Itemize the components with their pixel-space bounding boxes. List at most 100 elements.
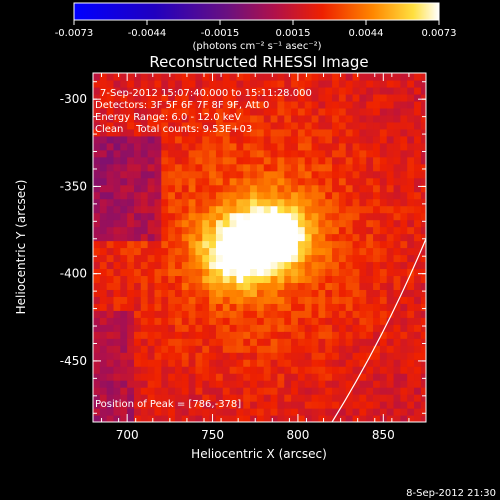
colorbar-tick-label: 0.0015 <box>276 28 311 39</box>
heatmap-cell <box>311 156 320 165</box>
heatmap-cell <box>338 282 347 290</box>
heatmap-cell <box>181 121 190 130</box>
heatmap-cell <box>277 107 285 116</box>
heatmap-cell <box>270 240 279 249</box>
heatmap-cell <box>393 387 401 395</box>
heatmap-cell <box>277 177 285 186</box>
heatmap-cell <box>236 394 244 402</box>
heatmap-cell <box>277 261 285 270</box>
heatmap-cell <box>407 135 415 144</box>
heatmap-cell <box>174 198 183 207</box>
heatmap-cell <box>120 373 128 381</box>
heatmap-cell <box>229 114 238 123</box>
heatmap-cell <box>359 282 367 290</box>
heatmap-cell <box>181 415 190 422</box>
heatmap-cell <box>345 373 354 381</box>
heatmap-cell <box>332 184 340 193</box>
heatmap-cell <box>154 387 162 395</box>
heatmap-cell <box>277 401 285 409</box>
heatmap-cell <box>263 408 272 416</box>
heatmap-cell <box>222 156 231 165</box>
heatmap-cell <box>120 415 128 422</box>
heatmap-cell <box>256 170 265 179</box>
heatmap-cell <box>93 254 101 263</box>
heatmap-cell <box>414 149 422 158</box>
heatmap-cell <box>106 156 115 165</box>
heatmap-cell <box>325 156 333 165</box>
heatmap-cell <box>202 387 210 395</box>
heatmap-cell <box>195 394 203 402</box>
heatmap-cell <box>345 191 354 200</box>
heatmap-cell <box>209 380 217 388</box>
heatmap-cell <box>236 226 244 235</box>
heatmap-cell <box>297 408 306 416</box>
heatmap-cell <box>366 261 374 270</box>
heatmap-cell <box>263 128 272 137</box>
heatmap-cell <box>338 261 347 270</box>
heatmap-cell <box>407 247 415 256</box>
heatmap-cell <box>332 79 340 88</box>
heatmap-cell <box>174 254 183 263</box>
heatmap-cell <box>359 191 367 200</box>
heatmap-cell <box>168 177 176 186</box>
heatmap-cell <box>147 408 156 416</box>
heatmap-cell <box>366 289 374 297</box>
heatmap-cell <box>345 212 354 221</box>
heatmap-cell <box>188 331 197 339</box>
heatmap-cell <box>99 198 108 207</box>
heatmap-cell <box>420 394 426 402</box>
heatmap-cell <box>154 198 162 207</box>
heatmap-cell <box>99 373 108 381</box>
heatmap-cell <box>140 79 149 88</box>
heatmap-cell <box>147 198 156 207</box>
heatmap-cell <box>120 121 128 130</box>
heatmap-cell <box>297 107 306 116</box>
heatmap-cell <box>304 345 313 353</box>
heatmap-cell <box>236 247 244 256</box>
heatmap-cell <box>168 324 176 332</box>
heatmap-cell <box>311 114 320 123</box>
heatmap-cell <box>400 401 408 409</box>
heatmap-cell <box>291 93 299 102</box>
heatmap-cell <box>256 191 265 200</box>
heatmap-cell <box>174 338 183 346</box>
heatmap-cell <box>99 149 108 158</box>
heatmap-cell <box>373 142 381 151</box>
heatmap-cell <box>297 247 306 256</box>
heatmap-cell <box>209 191 217 200</box>
heatmap-cell <box>229 408 238 416</box>
annotation-clean: Clean Total counts: 9.53E+03 <box>95 124 252 135</box>
heatmap-cell <box>93 86 101 95</box>
heatmap-cell <box>106 387 115 395</box>
heatmap-cell <box>366 107 374 116</box>
heatmap-cell <box>386 310 395 318</box>
heatmap-cell <box>393 79 401 88</box>
heatmap-cell <box>250 373 258 381</box>
heatmap-cell <box>222 121 231 130</box>
heatmap-cell <box>243 156 251 165</box>
heatmap-cell <box>325 387 333 395</box>
heatmap-cell <box>133 317 142 325</box>
heatmap-cell <box>256 331 265 339</box>
heatmap-cell <box>414 226 422 235</box>
heatmap-cell <box>154 142 162 151</box>
heatmap-cell <box>379 121 388 130</box>
heatmap-cell <box>379 219 388 228</box>
heatmap-cell <box>393 401 401 409</box>
heatmap-cell <box>222 261 231 270</box>
heatmap-cell <box>195 296 203 304</box>
heatmap-cell <box>195 205 203 214</box>
heatmap-cell <box>379 373 388 381</box>
heatmap-cell <box>188 142 197 151</box>
heatmap-cell <box>325 177 333 186</box>
heatmap-cell <box>373 114 381 123</box>
heatmap-cell <box>195 149 203 158</box>
heatmap-cell <box>181 149 190 158</box>
heatmap-cell <box>359 184 367 193</box>
heatmap-cell <box>215 310 224 318</box>
heatmap-cell <box>181 373 190 381</box>
heatmap-cell <box>414 198 422 207</box>
heatmap-cell <box>120 303 128 311</box>
heatmap-cell <box>311 93 320 102</box>
heatmap-cell <box>140 149 149 158</box>
